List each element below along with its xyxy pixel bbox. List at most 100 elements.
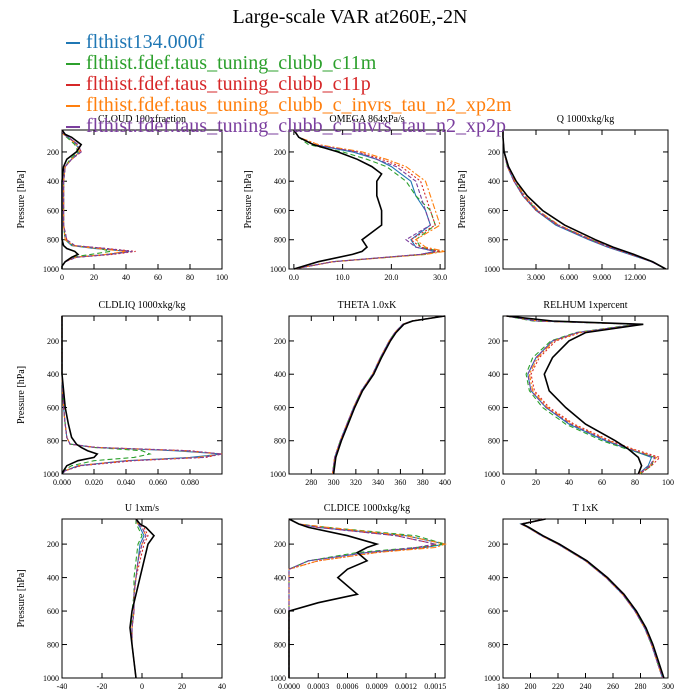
legend-swatch	[66, 41, 80, 44]
series-line	[519, 518, 664, 679]
panel-title: T 1xK	[573, 503, 599, 514]
series-line	[293, 129, 446, 270]
y-tick-label: 400	[274, 574, 286, 583]
y-tick-label: 1000	[43, 470, 59, 479]
y-tick-label: 1000	[484, 470, 500, 479]
plot-frame	[288, 518, 446, 679]
x-tick-label: 10.0	[336, 273, 350, 282]
x-tick-label: 0	[140, 682, 144, 691]
y-tick-label: 600	[488, 206, 500, 215]
y-axis-label: Pressure [hPa]	[16, 366, 27, 424]
legend-item: flthist.fdef.taus_tuning_clubb_c11p	[66, 74, 512, 95]
legend-swatch	[66, 125, 80, 128]
plot-frame	[502, 315, 669, 475]
x-tick-label: 0.0000	[278, 682, 300, 691]
reference-line	[519, 518, 665, 679]
reference-line	[61, 129, 83, 269]
x-tick-label: 20.0	[384, 273, 398, 282]
y-tick-label: 400	[488, 574, 500, 583]
y-tick-label: 200	[488, 540, 500, 549]
series-line	[331, 315, 446, 475]
x-tick-label: 220	[552, 682, 564, 691]
y-tick-label: 800	[274, 236, 286, 245]
reference-line	[129, 518, 156, 679]
series-line	[506, 315, 656, 475]
legend-item: flthist.fdef.taus_tuning_clubb_c11m	[66, 53, 512, 74]
series-line	[506, 315, 658, 475]
x-tick-label: 100	[662, 478, 674, 487]
x-tick-label: 400	[439, 478, 451, 487]
series-line	[331, 315, 446, 475]
x-tick-label: 20	[532, 478, 540, 487]
x-tick-label: 300	[662, 682, 674, 691]
y-tick-label: 400	[488, 177, 500, 186]
y-tick-label: 400	[47, 370, 59, 379]
legend-label: flthist.fdef.taus_tuning_clubb_c11p	[86, 73, 371, 95]
y-tick-label: 1000	[43, 265, 59, 274]
legend-item: flthist.fdef.taus_tuning_clubb_c_invrs_t…	[66, 116, 512, 137]
x-tick-label: 240	[580, 682, 592, 691]
legend-item: flthist.fdef.taus_tuning_clubb_c_invrs_t…	[66, 95, 512, 116]
series-line	[331, 315, 446, 475]
x-tick-label: 320	[350, 478, 362, 487]
x-tick-label: 300	[328, 478, 340, 487]
y-tick-label: 200	[47, 148, 59, 157]
y-tick-label: 400	[47, 574, 59, 583]
plot-frame	[502, 518, 669, 679]
x-tick-label: 0.000	[53, 478, 71, 487]
y-tick-label: 800	[274, 641, 286, 650]
x-tick-label: 40	[218, 682, 226, 691]
y-tick-label: 800	[47, 236, 59, 245]
series-line	[61, 316, 223, 475]
y-tick-label: 600	[274, 403, 286, 412]
x-tick-label: 80	[631, 478, 639, 487]
series-line	[506, 315, 661, 475]
x-tick-label: 40	[122, 273, 130, 282]
x-tick-label: 0.0	[289, 273, 299, 282]
y-tick-label: 800	[47, 437, 59, 446]
series-line	[506, 315, 656, 475]
y-tick-label: 600	[47, 607, 59, 616]
y-axis-label: Pressure [hPa]	[457, 170, 468, 228]
legend: flthist134.000f flthist.fdef.taus_tuning…	[66, 32, 512, 137]
plot-frame	[61, 315, 223, 475]
y-tick-label: 400	[47, 177, 59, 186]
y-axis-label: Pressure [hPa]	[16, 170, 27, 228]
y-tick-label: 400	[274, 177, 286, 186]
series-line	[519, 518, 664, 679]
series-line	[331, 315, 446, 475]
y-tick-label: 400	[274, 370, 286, 379]
plot-frame	[288, 315, 446, 475]
y-tick-label: 200	[47, 540, 59, 549]
series-line	[131, 518, 147, 679]
x-tick-label: 30.0	[433, 273, 447, 282]
x-tick-label: 20	[178, 682, 186, 691]
y-tick-label: 200	[488, 148, 500, 157]
x-tick-label: 0.0009	[366, 682, 388, 691]
x-tick-label: 40	[565, 478, 573, 487]
x-tick-label: 0.0015	[424, 682, 446, 691]
y-tick-label: 800	[47, 641, 59, 650]
legend-swatch	[66, 83, 80, 86]
series-line	[502, 130, 667, 270]
x-tick-label: 0.020	[85, 478, 103, 487]
x-tick-label: 3.000	[527, 273, 545, 282]
panel-title: OMEGA 864xPa/s	[329, 114, 404, 125]
legend-swatch	[66, 104, 80, 107]
x-tick-label: 0.0006	[337, 682, 359, 691]
y-tick-label: 200	[488, 337, 500, 346]
series-line	[61, 316, 223, 475]
y-tick-label: 200	[274, 337, 286, 346]
y-tick-label: 800	[274, 437, 286, 446]
plot-frame	[288, 129, 446, 270]
y-tick-label: 800	[488, 236, 500, 245]
reference-line	[288, 518, 380, 678]
y-tick-label: 200	[274, 540, 286, 549]
x-tick-label: 0.0003	[307, 682, 329, 691]
y-tick-label: 600	[47, 206, 59, 215]
x-tick-label: 200	[525, 682, 537, 691]
reference-line	[502, 130, 667, 270]
plot-frame	[61, 129, 223, 270]
x-tick-label: 0.060	[149, 478, 167, 487]
